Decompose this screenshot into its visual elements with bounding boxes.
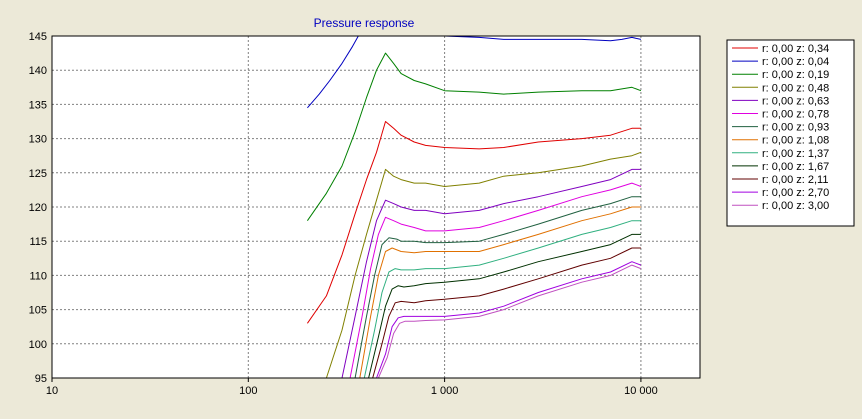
y-tick-label: 115	[29, 236, 47, 248]
series-line-5	[341, 168, 641, 378]
y-tick-label: 130	[29, 134, 47, 146]
x-tick-label: 10	[46, 385, 58, 397]
series-line-10	[368, 233, 641, 378]
y-tick-label: 100	[29, 339, 47, 351]
legend-label-11: r: 0,00 z: 2,11	[762, 174, 828, 186]
axes: 95 100 105 110 115 120 125 130 135 140 145 10 100 1 0…	[29, 31, 658, 397]
x-tick-label: 100	[239, 385, 257, 397]
legend-label-7: r: 0,00 z: 0,93	[762, 122, 829, 134]
legend-label-9: r: 0,00 z: 1,37	[762, 148, 829, 160]
legend-label-6: r: 0,00 z: 0,78	[762, 109, 829, 121]
x-tick-label: 10 000	[624, 385, 658, 397]
series-line-6	[349, 182, 642, 378]
legend-label-4: r: 0,00 z: 0,48	[762, 82, 829, 94]
y-tick-label: 95	[35, 373, 47, 385]
plot-frame	[51, 35, 701, 379]
legend-label-8: r: 0,00 z: 1,08	[762, 135, 829, 147]
series-line-11	[372, 247, 641, 378]
series-line-3	[306, 52, 642, 221]
y-tick-label: 125	[29, 168, 47, 180]
y-tick-label: 110	[29, 270, 47, 282]
chart-title: Pressure response	[314, 16, 415, 30]
y-tick-label: 135	[29, 99, 47, 111]
series-line-7	[354, 196, 641, 378]
legend-label-5: r: 0,00 z: 0,63	[762, 95, 829, 107]
y-tick-label: 145	[29, 31, 47, 43]
x-tick-label: 1 000	[431, 385, 459, 397]
series-line-1	[306, 121, 641, 324]
legend-box	[726, 39, 855, 227]
series-line-8	[359, 206, 641, 378]
legend-label-12: r: 0,00 z: 2,70	[762, 187, 829, 199]
legend: r: 0,00 z: 0,34r: 0,00 z: 0,04r: 0,00 z:…	[726, 39, 855, 227]
series-lines	[306, 36, 642, 378]
y-tick-label: 140	[29, 65, 47, 77]
series-line-2	[307, 36, 642, 109]
legend-label-10: r: 0,00 z: 1,67	[762, 161, 829, 173]
series-line-9	[363, 220, 641, 378]
y-tick-label: 105	[29, 305, 47, 317]
series-line-4	[325, 151, 642, 378]
series-line-12	[376, 261, 642, 378]
series-line-13	[377, 264, 642, 378]
legend-label-2: r: 0,00 z: 0,04	[762, 56, 829, 68]
y-tick-label: 120	[29, 202, 47, 214]
legend-label-3: r: 0,00 z: 0,19	[762, 69, 829, 81]
legend-label-13: r: 0,00 z: 3,00	[762, 200, 829, 212]
legend-label-1: r: 0,00 z: 0,34	[762, 43, 829, 55]
